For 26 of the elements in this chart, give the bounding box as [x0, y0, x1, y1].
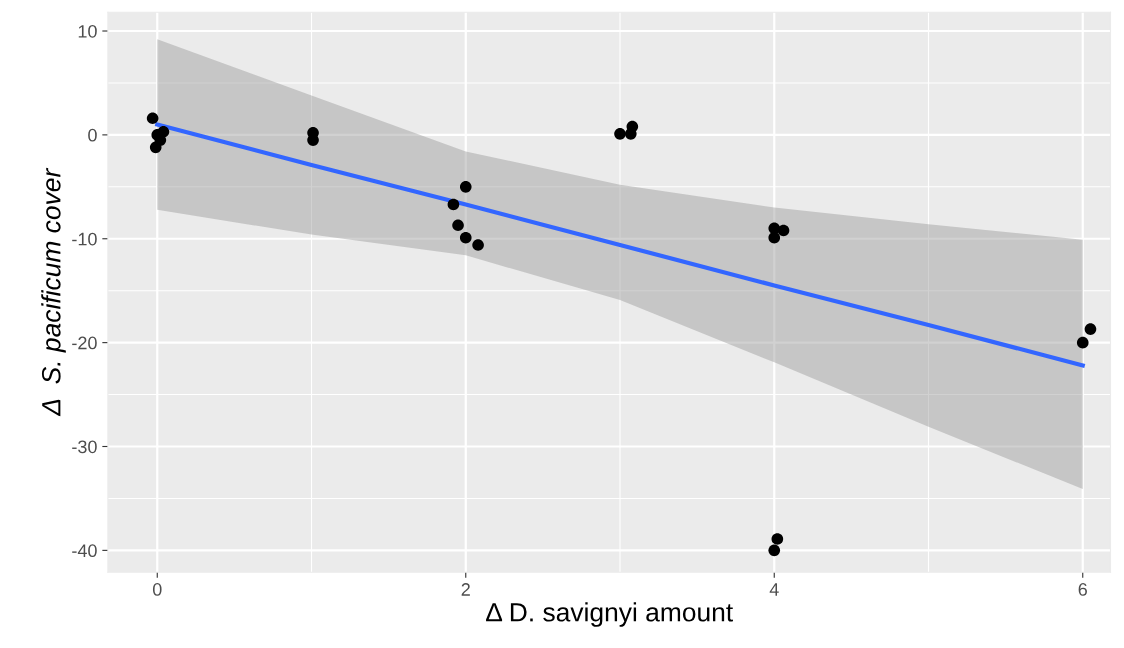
point	[1084, 323, 1097, 335]
y-tick-label: -10	[72, 232, 97, 246]
point	[1076, 336, 1089, 349]
point	[452, 219, 464, 232]
point	[614, 128, 626, 140]
point	[149, 141, 162, 154]
x-tick-label: 0	[152, 583, 162, 596]
point	[459, 231, 472, 244]
point	[771, 533, 784, 545]
x-tick-label: 6	[1078, 583, 1087, 596]
x-tick-label: 2	[461, 583, 470, 596]
y-tick-label: -40	[72, 544, 97, 558]
x-axis-title: Δ D. savignyi amount	[486, 602, 733, 627]
y-axis-title: Δ S. pacificum cover	[41, 167, 66, 417]
y-tick-label: -20	[72, 336, 97, 350]
point	[472, 239, 484, 251]
point	[459, 181, 472, 193]
x-tick-label: 4	[769, 583, 779, 596]
y-tick-label: -30	[72, 440, 97, 454]
point	[626, 120, 639, 133]
point	[777, 224, 790, 237]
point	[768, 544, 781, 557]
point	[146, 112, 159, 125]
y-tick-label: 10	[78, 24, 97, 38]
y-tick-label: 0	[88, 128, 97, 142]
point	[447, 198, 460, 211]
